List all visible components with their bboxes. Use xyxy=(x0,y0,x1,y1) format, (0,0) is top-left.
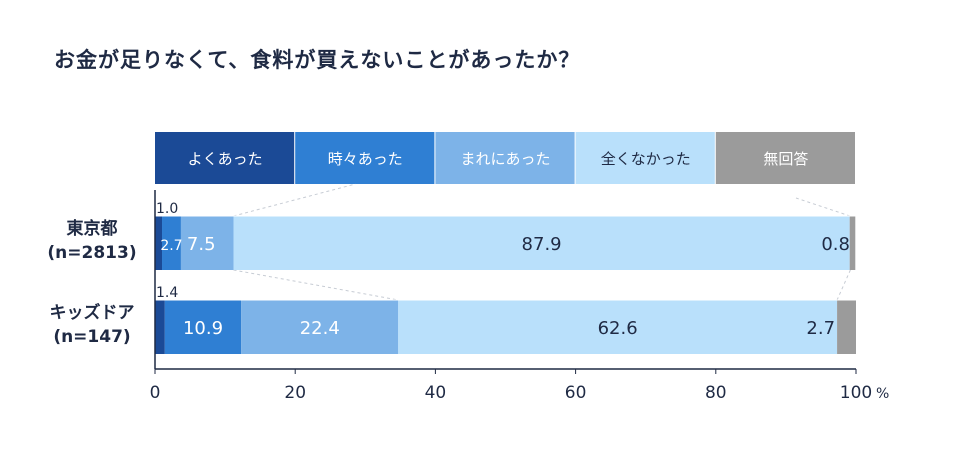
row-sublabel-0: (n=2813) xyxy=(47,243,136,263)
legend-swatch-0 xyxy=(155,132,295,184)
data-label-0-0: 1.0 xyxy=(156,201,178,217)
bar-1-2 xyxy=(241,300,399,354)
x-unit-label: % xyxy=(876,386,889,402)
legend-label-4: 無回答 xyxy=(763,150,808,168)
data-label-1-0: 1.4 xyxy=(156,285,178,301)
row-labels: 東京都 (n=2813) キッズドア (n=147) xyxy=(47,218,136,347)
bar-1-1 xyxy=(164,300,242,354)
legend-swatch-3 xyxy=(575,132,715,184)
row-sublabel-1: (n=147) xyxy=(53,327,130,347)
data-label-1-2: 22.4 xyxy=(300,318,340,339)
legend-swatch-1 xyxy=(295,132,435,184)
chart-title: お金が足りなくて、食料が買えないことがあったか？ xyxy=(54,48,581,72)
x-axis: 0 20 40 60 80 100% xyxy=(150,190,889,403)
bar-1-4 xyxy=(837,300,856,354)
legend-label-2: まれにあった xyxy=(460,150,550,168)
bars: 1.0 2.7 7.5 87.9 0.8 1.4 10.9 22.4 62.6 2.7 xyxy=(155,201,856,354)
connector-1b xyxy=(836,269,851,301)
connector-lines xyxy=(233,183,851,301)
data-label-1-4: 2.7 xyxy=(806,318,835,339)
bar-1-0 xyxy=(155,300,165,354)
bar-1-3 xyxy=(398,300,838,354)
bar-0-4 xyxy=(849,216,856,270)
x-tick-label-4: 80 xyxy=(705,383,727,403)
data-label-0-3: 87.9 xyxy=(522,234,562,255)
x-tick-label-1: 20 xyxy=(284,383,306,403)
legend-label-1: 時々あった xyxy=(328,150,403,168)
connector-0a xyxy=(233,183,356,217)
x-tick-label-2: 40 xyxy=(425,383,447,403)
data-label-1-3: 62.6 xyxy=(598,318,638,339)
bar-0-2 xyxy=(180,216,234,270)
data-label-0-2: 7.5 xyxy=(187,234,216,255)
legend-label-0: よくあった xyxy=(188,150,263,168)
data-label-0-4: 0.8 xyxy=(821,234,850,255)
x-tick-label-5: 100 xyxy=(840,383,872,403)
legend: よくあった 時々あった まれにあった 全くなかった 無回答 xyxy=(155,132,855,184)
x-tick-label-0: 0 xyxy=(150,383,161,403)
row-label-0: 東京都 xyxy=(67,218,118,239)
connector-0b xyxy=(795,197,851,217)
legend-swatch-4 xyxy=(715,132,855,184)
row-label-1: キッズドア xyxy=(50,302,135,323)
legend-label-3: 全くなかった xyxy=(601,150,691,168)
bar-0-0 xyxy=(155,216,163,270)
data-label-1-1: 10.9 xyxy=(183,318,223,339)
x-tick-label-3: 60 xyxy=(565,383,587,403)
data-label-0-1: 2.7 xyxy=(160,238,182,254)
bar-0-1 xyxy=(162,216,181,270)
bar-0-3 xyxy=(233,216,850,270)
connector-1a xyxy=(233,269,399,301)
legend-swatch-2 xyxy=(435,132,575,184)
